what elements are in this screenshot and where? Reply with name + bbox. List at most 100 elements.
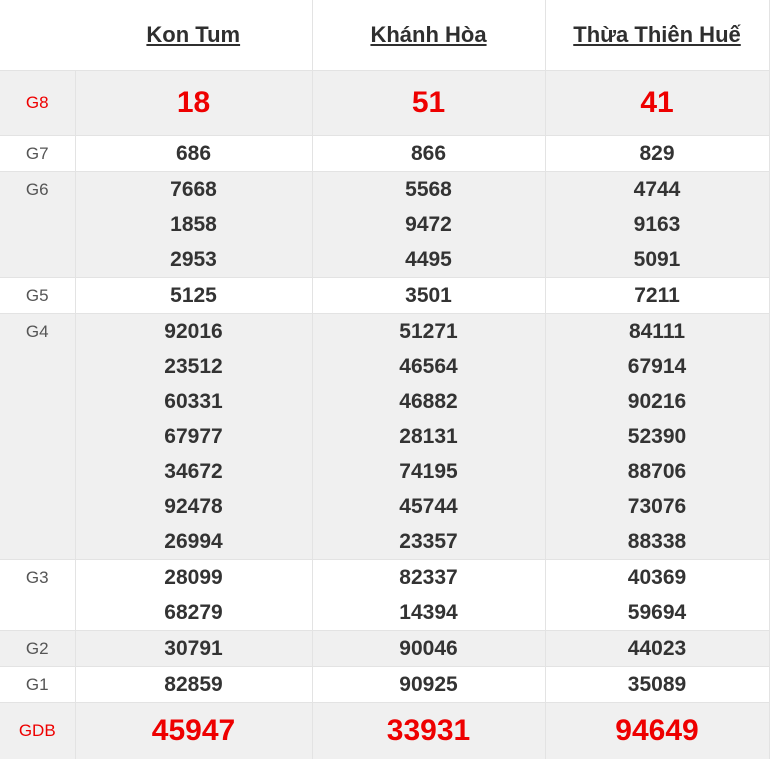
prize-number: 5125 bbox=[170, 283, 217, 307]
prize-label: G7 bbox=[0, 134, 75, 171]
prize-row-g2: G2 30791 90046 44023 bbox=[0, 629, 770, 666]
prize-number: 90925 bbox=[399, 672, 458, 696]
prize-label: G5 bbox=[0, 276, 75, 313]
prize-cell: 18 bbox=[74, 69, 312, 135]
prize-cell: 82859 bbox=[74, 665, 312, 702]
prize-number: 60331 bbox=[164, 389, 223, 413]
prize-cell: 35089 bbox=[544, 665, 770, 702]
prize-row-g4: G4 92016 23512 60331 67977 34672 92478 26994 512… bbox=[0, 312, 770, 559]
prize-number: 59694 bbox=[627, 600, 687, 624]
header-province-thua-thien-hue[interactable]: Thừa Thiên Huế bbox=[544, 0, 770, 71]
prize-number: 90216 bbox=[627, 389, 687, 413]
prize-number: 7668 bbox=[170, 177, 217, 201]
prize-row-g5: G5 5125 3501 7211 bbox=[0, 276, 770, 313]
prize-row-g7: G7 686 866 829 bbox=[0, 134, 770, 171]
prize-label: G2 bbox=[0, 629, 75, 666]
prize-cell: 4744 9163 5091 bbox=[544, 170, 770, 277]
prize-cell: 7211 bbox=[544, 276, 770, 313]
prize-number: 94649 bbox=[615, 713, 699, 747]
prize-number: 28099 bbox=[164, 565, 223, 589]
prize-number: 23512 bbox=[164, 354, 223, 378]
prize-label: GDB bbox=[0, 701, 75, 759]
prize-number: 4495 bbox=[405, 247, 452, 271]
prize-number: 45947 bbox=[151, 713, 236, 747]
prize-number: 18 bbox=[176, 85, 211, 119]
prize-row-g8: G8 18 51 41 bbox=[0, 69, 770, 135]
header-row: Kon Tum Khánh Hòa Thừa Thiên Huế bbox=[0, 0, 770, 71]
prize-cell: 5568 9472 4495 bbox=[311, 170, 545, 277]
prize-number: 46564 bbox=[399, 354, 458, 378]
prize-cell: 686 bbox=[74, 134, 312, 171]
prize-label: G6 bbox=[0, 170, 75, 277]
prize-cell: 45947 bbox=[74, 701, 312, 759]
prize-number: 30791 bbox=[164, 636, 223, 660]
prize-number: 7211 bbox=[634, 283, 680, 307]
prize-row-g1: G1 82859 90925 35089 bbox=[0, 665, 770, 702]
prize-label: G3 bbox=[0, 558, 75, 630]
prize-label: G1 bbox=[0, 665, 75, 702]
prize-number: 67977 bbox=[164, 424, 223, 448]
prize-number: 9472 bbox=[405, 212, 452, 236]
prize-number: 74195 bbox=[399, 459, 458, 483]
prize-number: 9163 bbox=[633, 212, 681, 236]
prize-number: 68279 bbox=[164, 600, 223, 624]
prize-number: 33931 bbox=[386, 713, 471, 747]
prize-number: 44023 bbox=[627, 636, 687, 660]
prize-number: 40369 bbox=[627, 565, 687, 589]
prize-cell: 90046 bbox=[311, 629, 545, 666]
prize-number: 35089 bbox=[627, 672, 687, 696]
prize-cell: 44023 bbox=[544, 629, 770, 666]
prize-cell: 5125 bbox=[74, 276, 312, 313]
prize-number: 51271 bbox=[399, 319, 458, 343]
prize-cell: 829 bbox=[544, 134, 770, 171]
prize-number: 92016 bbox=[164, 319, 223, 343]
prize-number: 34672 bbox=[164, 459, 223, 483]
prize-number: 5568 bbox=[405, 177, 452, 201]
prize-number: 46882 bbox=[399, 389, 458, 413]
prize-number: 23357 bbox=[399, 529, 458, 553]
prize-number: 88338 bbox=[627, 529, 687, 553]
prize-cell: 82337 14394 bbox=[311, 558, 545, 630]
prize-cell: 51271 46564 46882 28131 74195 45744 23357 bbox=[311, 312, 545, 559]
prize-number: 5091 bbox=[633, 247, 681, 271]
prize-number: 4744 bbox=[633, 177, 681, 201]
prize-cell: 90925 bbox=[311, 665, 545, 702]
header-province-kon-tum[interactable]: Kon Tum bbox=[75, 0, 312, 71]
prize-cell: 92016 23512 60331 67977 34672 92478 26994 bbox=[74, 312, 312, 559]
prize-cell: 7668 1858 2953 bbox=[74, 170, 312, 277]
prize-number: 686 bbox=[175, 141, 212, 165]
prize-cell: 40369 59694 bbox=[544, 558, 770, 630]
prize-label: G4 bbox=[0, 312, 75, 559]
prize-number: 67914 bbox=[627, 354, 687, 378]
prize-number: 45744 bbox=[399, 494, 458, 518]
prize-cell: 866 bbox=[311, 134, 545, 171]
prize-cell: 41 bbox=[544, 69, 770, 135]
prize-number: 90046 bbox=[399, 636, 458, 660]
prize-cell: 94649 bbox=[544, 701, 770, 759]
prize-row-g6: G6 7668 1858 2953 5568 9472 4495 4744 9163 5091 bbox=[0, 170, 770, 277]
prize-number: 73076 bbox=[627, 494, 687, 518]
prize-cell: 3501 bbox=[311, 276, 545, 313]
header-empty-cell bbox=[0, 0, 75, 71]
prize-number: 829 bbox=[639, 141, 675, 165]
header-province-khanh-hoa[interactable]: Khánh Hòa bbox=[311, 0, 545, 71]
prize-cell: 28099 68279 bbox=[74, 558, 312, 630]
prize-number: 82859 bbox=[164, 672, 223, 696]
prize-number: 92478 bbox=[164, 494, 223, 518]
prize-label: G8 bbox=[0, 69, 75, 135]
prize-cell: 30791 bbox=[74, 629, 312, 666]
prize-number: 41 bbox=[640, 85, 674, 119]
prize-number: 26994 bbox=[164, 529, 223, 553]
prize-number: 84111 bbox=[628, 319, 686, 343]
prize-number: 88706 bbox=[627, 459, 687, 483]
prize-cell: 51 bbox=[311, 69, 545, 135]
prize-number: 52390 bbox=[627, 424, 687, 448]
prize-number: 3501 bbox=[405, 283, 452, 307]
prize-number: 2953 bbox=[170, 247, 217, 271]
prize-row-gdb: GDB 45947 33931 94649 bbox=[0, 701, 770, 759]
prize-cell: 33931 bbox=[311, 701, 545, 759]
prize-number: 1858 bbox=[170, 212, 217, 236]
prize-number: 51 bbox=[411, 85, 446, 119]
prize-row-g3: G3 28099 68279 82337 14394 40369 59694 bbox=[0, 558, 770, 630]
